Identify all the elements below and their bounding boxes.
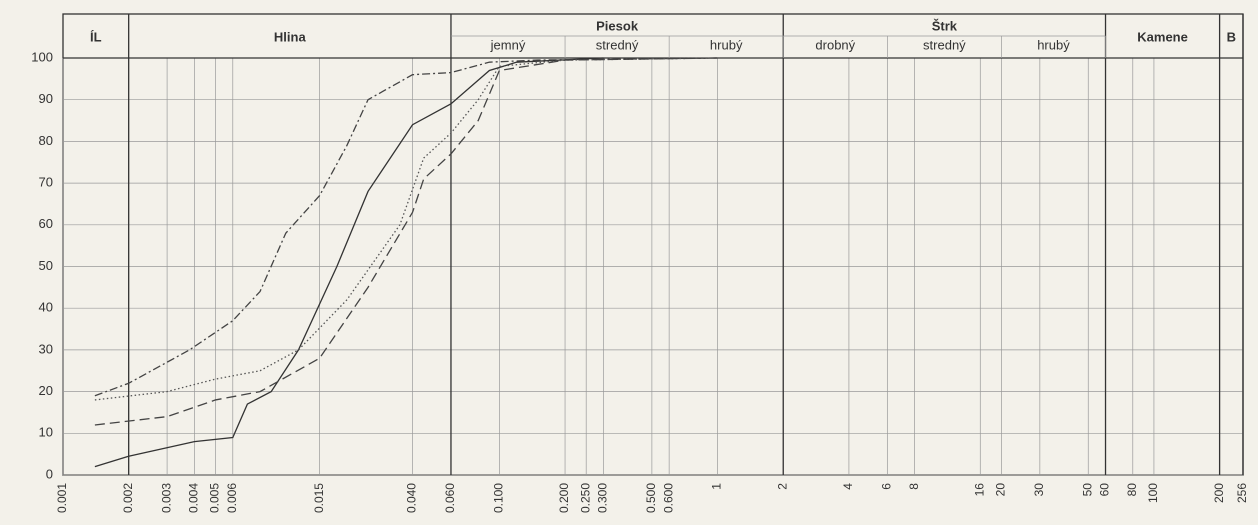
- x-tick-label: 0.004: [187, 483, 201, 513]
- y-tick-label: 30: [39, 341, 53, 356]
- y-tick-label: 90: [39, 91, 53, 106]
- x-tick-label: 0.060: [443, 483, 457, 513]
- y-tick-label: 50: [39, 258, 53, 273]
- grading-curve: [94, 57, 718, 426]
- x-tick-label: 0.006: [225, 483, 239, 513]
- y-tick-label: 20: [39, 383, 53, 398]
- x-tick-label: 256: [1235, 483, 1249, 503]
- subgroup-label: hrubý: [1037, 37, 1070, 52]
- x-tick-label: 60: [1098, 483, 1112, 497]
- x-tick-label: 0.040: [405, 483, 419, 513]
- y-tick-label: 100: [31, 49, 53, 64]
- x-tick-label: 0.003: [159, 483, 173, 513]
- y-tick-label: 0: [46, 466, 53, 481]
- x-tick-label: 0.300: [596, 483, 610, 513]
- x-tick-label: 0.100: [492, 483, 506, 513]
- y-tick-label: 70: [39, 175, 53, 190]
- group-label: ÍL: [90, 29, 102, 44]
- x-tick-label: 0.500: [644, 483, 658, 513]
- x-tick-label: 0.015: [312, 483, 326, 513]
- subgroup-label: drobný: [815, 37, 855, 52]
- group-label: Piesok: [596, 18, 639, 33]
- x-tick-label: 50: [1080, 483, 1094, 497]
- x-tick-label: 1: [710, 483, 724, 490]
- x-tick-label: 30: [1032, 483, 1046, 497]
- x-tick-label: 16: [972, 483, 986, 497]
- subgroup-label: stredný: [596, 37, 639, 52]
- x-tick-label: 2: [775, 483, 789, 490]
- x-tick-label: 100: [1146, 483, 1160, 503]
- x-tick-label: 0.250: [578, 483, 592, 513]
- subgroup-label: jemný: [490, 37, 526, 52]
- x-tick-label: 80: [1125, 483, 1139, 497]
- x-tick-label: 20: [994, 483, 1008, 497]
- group-label: Hlina: [274, 29, 307, 44]
- y-tick-label: 80: [39, 133, 53, 148]
- subgroup-label: hrubý: [710, 37, 743, 52]
- grading-curve: [94, 57, 718, 401]
- x-tick-label: 0.600: [661, 483, 675, 513]
- y-tick-label: 40: [39, 300, 53, 315]
- plot-frame: [62, 13, 1244, 476]
- x-tick-label: 0.200: [557, 483, 571, 513]
- x-tick-label: 0.005: [208, 483, 222, 513]
- grading-curve: [94, 57, 604, 468]
- x-tick-label: 200: [1212, 483, 1226, 503]
- x-tick-label: 6: [880, 483, 894, 490]
- y-tick-label: 60: [39, 216, 53, 231]
- group-label: Kamene: [1137, 29, 1188, 44]
- grading-curve: [94, 57, 718, 397]
- subgroup-label: stredný: [923, 37, 966, 52]
- group-label: B: [1227, 29, 1236, 44]
- x-tick-label: 0.002: [121, 483, 135, 513]
- x-tick-label: 8: [907, 483, 921, 490]
- x-tick-label: 4: [841, 483, 855, 490]
- x-tick-label: 0.001: [55, 483, 69, 513]
- y-tick-label: 10: [39, 425, 53, 440]
- group-label: Štrk: [932, 18, 958, 33]
